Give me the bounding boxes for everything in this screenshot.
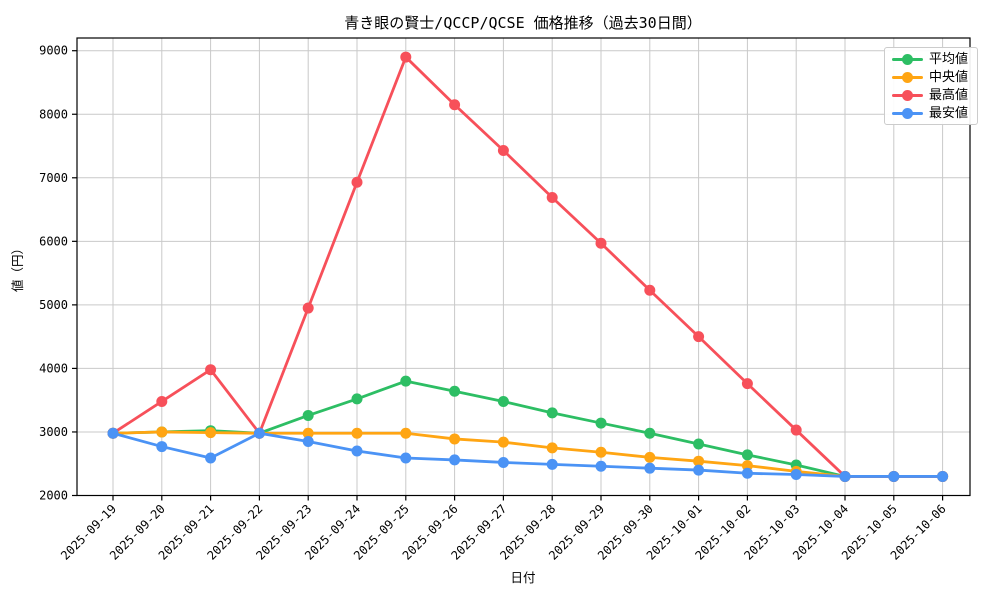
- series-point-median: [741, 460, 753, 472]
- chart-title: 青き眼の賢士/QCCP/QCSE 価格推移（過去30日間）: [344, 14, 701, 32]
- series-point-average: [302, 409, 314, 421]
- y-tick-label: 5000: [39, 298, 68, 312]
- y-tick-label: 8000: [39, 107, 68, 121]
- y-tick-label: 7000: [39, 171, 68, 185]
- series-point-min: [741, 467, 753, 479]
- y-tick-label: 6000: [39, 234, 68, 248]
- series-point-max: [156, 395, 168, 407]
- y-axis-label: 値（円）: [10, 242, 25, 292]
- series-point-median: [595, 446, 607, 458]
- series-line-min: [111, 431, 944, 478]
- series-point-min: [156, 441, 168, 453]
- legend-label-average: 平均値: [929, 51, 969, 67]
- legend-item-max: 最高値: [885, 86, 977, 104]
- series-point-min: [839, 470, 851, 482]
- series-point-min: [449, 454, 461, 466]
- series-point-max: [790, 424, 802, 436]
- series-point-median: [546, 442, 558, 454]
- series-point-average: [400, 375, 412, 387]
- series-point-median: [497, 436, 509, 448]
- series-point-average: [595, 417, 607, 429]
- series-point-median: [449, 433, 461, 445]
- series-point-average: [351, 393, 363, 405]
- series-point-average: [693, 438, 705, 450]
- series-point-max: [693, 331, 705, 343]
- legend: 平均値 中央値 最高値 最安値: [884, 47, 978, 125]
- legend-label-median: 中央値: [929, 69, 969, 85]
- series-point-average: [497, 395, 509, 407]
- legend-item-median: 中央値: [885, 68, 977, 86]
- y-tick-label: 2000: [39, 489, 68, 503]
- series-point-max: [302, 302, 314, 314]
- series-point-max: [546, 191, 558, 203]
- y-tick-label: 3000: [39, 425, 68, 439]
- series-point-max: [205, 364, 217, 376]
- series-point-median: [156, 426, 168, 438]
- series-point-max: [741, 378, 753, 390]
- series-point-min: [595, 460, 607, 472]
- series-point-max: [351, 176, 363, 188]
- series-point-min: [644, 462, 656, 474]
- legend-item-min: 最安値: [885, 104, 977, 122]
- legend-label-min: 最安値: [929, 105, 969, 121]
- series-point-min: [888, 470, 900, 482]
- series-point-median: [302, 427, 314, 439]
- legend-marker-min: [892, 107, 923, 119]
- series-point-median: [351, 427, 363, 439]
- series-point-median: [693, 455, 705, 467]
- series-line-median: [111, 430, 944, 478]
- series-point-average: [449, 385, 461, 397]
- legend-marker-max: [892, 89, 923, 101]
- series-point-max: [595, 237, 607, 249]
- series-point-max: [400, 51, 412, 63]
- series-point-max: [644, 284, 656, 296]
- series-point-average: [741, 449, 753, 461]
- series-point-min: [546, 458, 558, 470]
- legend-item-average: 平均値: [885, 50, 977, 68]
- series-point-max: [497, 144, 509, 156]
- series-point-median: [205, 427, 217, 439]
- y-tick-label: 4000: [39, 361, 68, 375]
- series-point-average: [546, 407, 558, 419]
- legend-label-max: 最高値: [929, 87, 969, 103]
- series-point-min: [253, 427, 265, 439]
- series-point-min: [937, 470, 949, 482]
- series-point-median: [644, 451, 656, 463]
- series-point-min: [302, 435, 314, 447]
- series-line-max: [111, 55, 944, 478]
- series-point-min: [205, 452, 217, 464]
- series-point-min: [107, 427, 119, 439]
- series-point-min: [351, 445, 363, 457]
- legend-marker-average: [892, 53, 923, 65]
- series-point-min: [693, 464, 705, 476]
- series-point-median: [400, 427, 412, 439]
- series-point-average: [644, 427, 656, 439]
- plot-border: [76, 37, 971, 497]
- legend-marker-median: [892, 71, 923, 83]
- series-point-max: [449, 99, 461, 111]
- series-point-min: [497, 456, 509, 468]
- y-tick-label: 9000: [39, 44, 68, 58]
- series-point-min: [790, 469, 802, 481]
- series-point-min: [400, 452, 412, 464]
- x-axis-label: 日付: [510, 570, 535, 585]
